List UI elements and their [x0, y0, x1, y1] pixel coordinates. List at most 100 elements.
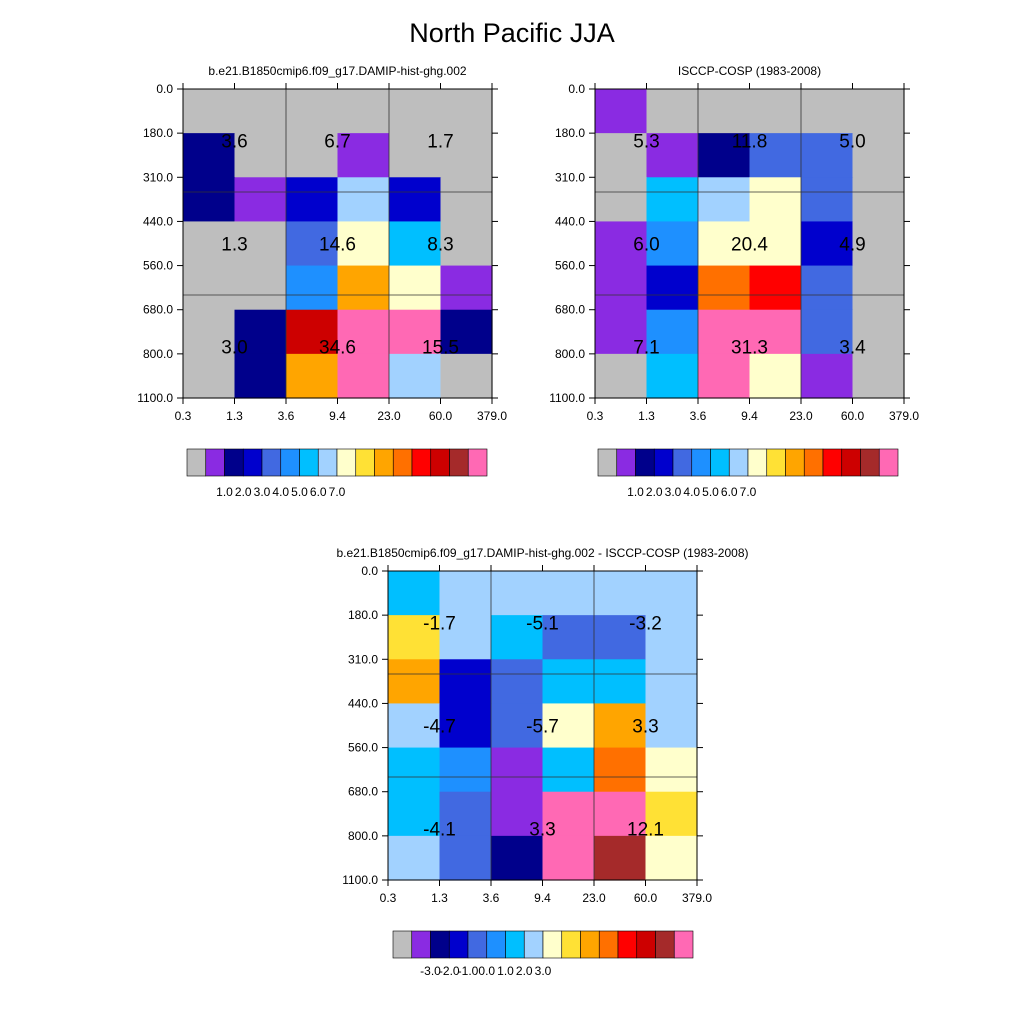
- x-tick-label: 1.3: [638, 409, 655, 423]
- y-tick-label: 310.0: [143, 170, 173, 184]
- heatmap-cell: [439, 791, 492, 837]
- y-tick-label: 800.0: [555, 347, 585, 361]
- x-tick-label: 0.3: [587, 409, 604, 423]
- heatmap-cell: [337, 177, 390, 223]
- colorbar-swatch: [505, 930, 525, 959]
- colorbar-label: 7.0: [329, 485, 346, 499]
- colorbar-swatch: [636, 930, 656, 959]
- colorbar-swatch: [467, 930, 488, 959]
- heatmap-cell: [491, 615, 544, 660]
- colorbar-label: 2.0: [646, 485, 663, 499]
- x-tick-label: 60.0: [634, 891, 658, 905]
- heatmap-cell: [286, 133, 339, 178]
- colorbar-swatch: [430, 930, 450, 959]
- colorbar-swatch: [672, 448, 693, 477]
- colorbar-label: 7.0: [740, 485, 757, 499]
- heatmap-cell: [389, 89, 442, 134]
- x-tick-label: 1.3: [431, 891, 448, 905]
- panel-title: b.e21.B1850cmip6.f09_g17.DAMIP-hist-ghg.…: [208, 64, 466, 78]
- colorbar-label: -1.0: [458, 964, 479, 978]
- colorbar-swatch: [523, 930, 544, 959]
- colorbar-label: -3.0: [420, 964, 441, 978]
- heatmap-cell: [491, 747, 544, 793]
- y-tick-label: 180.0: [143, 126, 173, 140]
- colorbar-swatch: [766, 448, 786, 477]
- heatmap-cell: [594, 835, 647, 881]
- colorbar-label: 5.0: [291, 485, 308, 499]
- box-value-label: 3.6: [221, 132, 247, 153]
- heatmap-cell: [594, 615, 647, 660]
- box-value-label: 1.7: [427, 132, 453, 153]
- heatmap-cell: [749, 221, 802, 267]
- heatmap-cell: [183, 265, 236, 311]
- y-tick-label: 1100.0: [342, 873, 378, 887]
- heatmap-cell: [594, 659, 647, 705]
- heatmap-cell: [388, 571, 441, 616]
- heatmap-cell: [440, 89, 493, 134]
- box-value-label: 3.4: [839, 338, 866, 359]
- heatmap-cell: [645, 703, 698, 749]
- heatmap-cell: [542, 615, 595, 660]
- colorbar-label: 3.0: [254, 485, 271, 499]
- box-value-label: 3.0: [221, 338, 247, 359]
- colorbar-swatch: [392, 448, 413, 477]
- heatmap-cell: [440, 177, 493, 223]
- heatmap-cell: [234, 265, 287, 311]
- heatmap-cell: [749, 89, 802, 134]
- y-tick-label: 1100.0: [549, 391, 585, 405]
- colorbar-swatch: [186, 448, 207, 477]
- box-value-label: 20.4: [731, 235, 768, 256]
- y-tick-label: 0.0: [156, 82, 173, 96]
- colorbar-swatch: [242, 448, 263, 477]
- heatmap-cell: [183, 309, 236, 355]
- heatmap-cell: [698, 89, 751, 134]
- heatmap-cell: [646, 265, 699, 311]
- heatmap-cell: [594, 571, 647, 616]
- heatmap-cell: [595, 177, 648, 223]
- heatmap-cell: [595, 221, 648, 267]
- panel-model: b.e21.B1850cmip6.f09_g17.DAMIP-hist-ghg.…: [137, 64, 507, 499]
- y-tick-label: 560.0: [348, 741, 378, 755]
- box-value-label: 5.3: [633, 132, 659, 153]
- heatmap-cell: [491, 703, 544, 749]
- y-tick-label: 310.0: [555, 170, 585, 184]
- x-tick-label: 379.0: [682, 891, 712, 905]
- x-tick-label: 60.0: [841, 409, 865, 423]
- panel-diff: b.e21.B1850cmip6.f09_g17.DAMIP-hist-ghg.…: [336, 546, 748, 978]
- y-tick-label: 440.0: [348, 696, 378, 710]
- heatmap-cell: [183, 133, 236, 178]
- heatmap-cell: [852, 89, 905, 134]
- heatmap-cell: [234, 89, 287, 134]
- colorbar-swatch: [598, 930, 619, 959]
- box-value-label: 6.0: [633, 235, 659, 256]
- y-tick-label: 180.0: [348, 608, 378, 622]
- heatmap-cell: [439, 659, 492, 705]
- colorbar-swatch: [728, 448, 749, 477]
- heatmap-cell: [440, 221, 493, 267]
- box-value-label: 8.3: [427, 235, 453, 256]
- box-value-label: 5.0: [839, 132, 865, 153]
- box-value-label: -4.1: [423, 820, 456, 841]
- heatmap-cell: [801, 133, 854, 178]
- colorbar-swatch: [580, 930, 600, 959]
- y-tick-label: 180.0: [555, 126, 585, 140]
- colorbar-swatch: [653, 448, 674, 477]
- heatmap-cell: [698, 221, 751, 267]
- heatmap-cell: [337, 133, 390, 178]
- heatmap-cell: [234, 177, 287, 223]
- box-value-label: -3.2: [629, 614, 662, 635]
- heatmap-cell: [698, 309, 751, 355]
- x-tick-label: 60.0: [429, 409, 453, 423]
- colorbar-label: 1.0: [627, 485, 644, 499]
- x-tick-label: 3.6: [483, 891, 500, 905]
- heatmap-cell: [542, 703, 595, 749]
- heatmap-cell: [337, 309, 390, 355]
- colorbar-swatch: [205, 448, 225, 477]
- y-tick-label: 0.0: [568, 82, 585, 96]
- colorbar-swatch: [597, 448, 618, 477]
- y-tick-label: 440.0: [143, 214, 173, 228]
- x-tick-label: 9.4: [534, 891, 551, 905]
- heatmap-cell: [491, 791, 544, 837]
- heatmap-cell: [439, 571, 492, 616]
- heatmap-cell: [388, 747, 441, 793]
